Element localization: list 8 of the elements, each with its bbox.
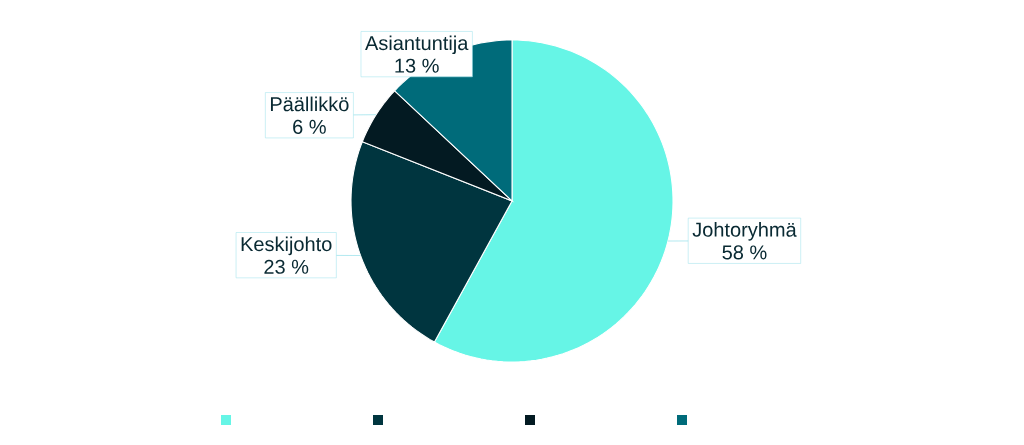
slice-label: Päällikkö (270, 96, 349, 112)
data-label: 23 % (264, 259, 309, 274)
data-label: 13 % (395, 58, 439, 73)
slice-label: Keskijohto (241, 236, 332, 256)
data-label: 58 % (722, 245, 767, 260)
slice-label: Asiantuntija (365, 35, 469, 55)
slice-label: Johtoryhmä (692, 222, 797, 241)
data-label: 6 % (293, 119, 326, 134)
